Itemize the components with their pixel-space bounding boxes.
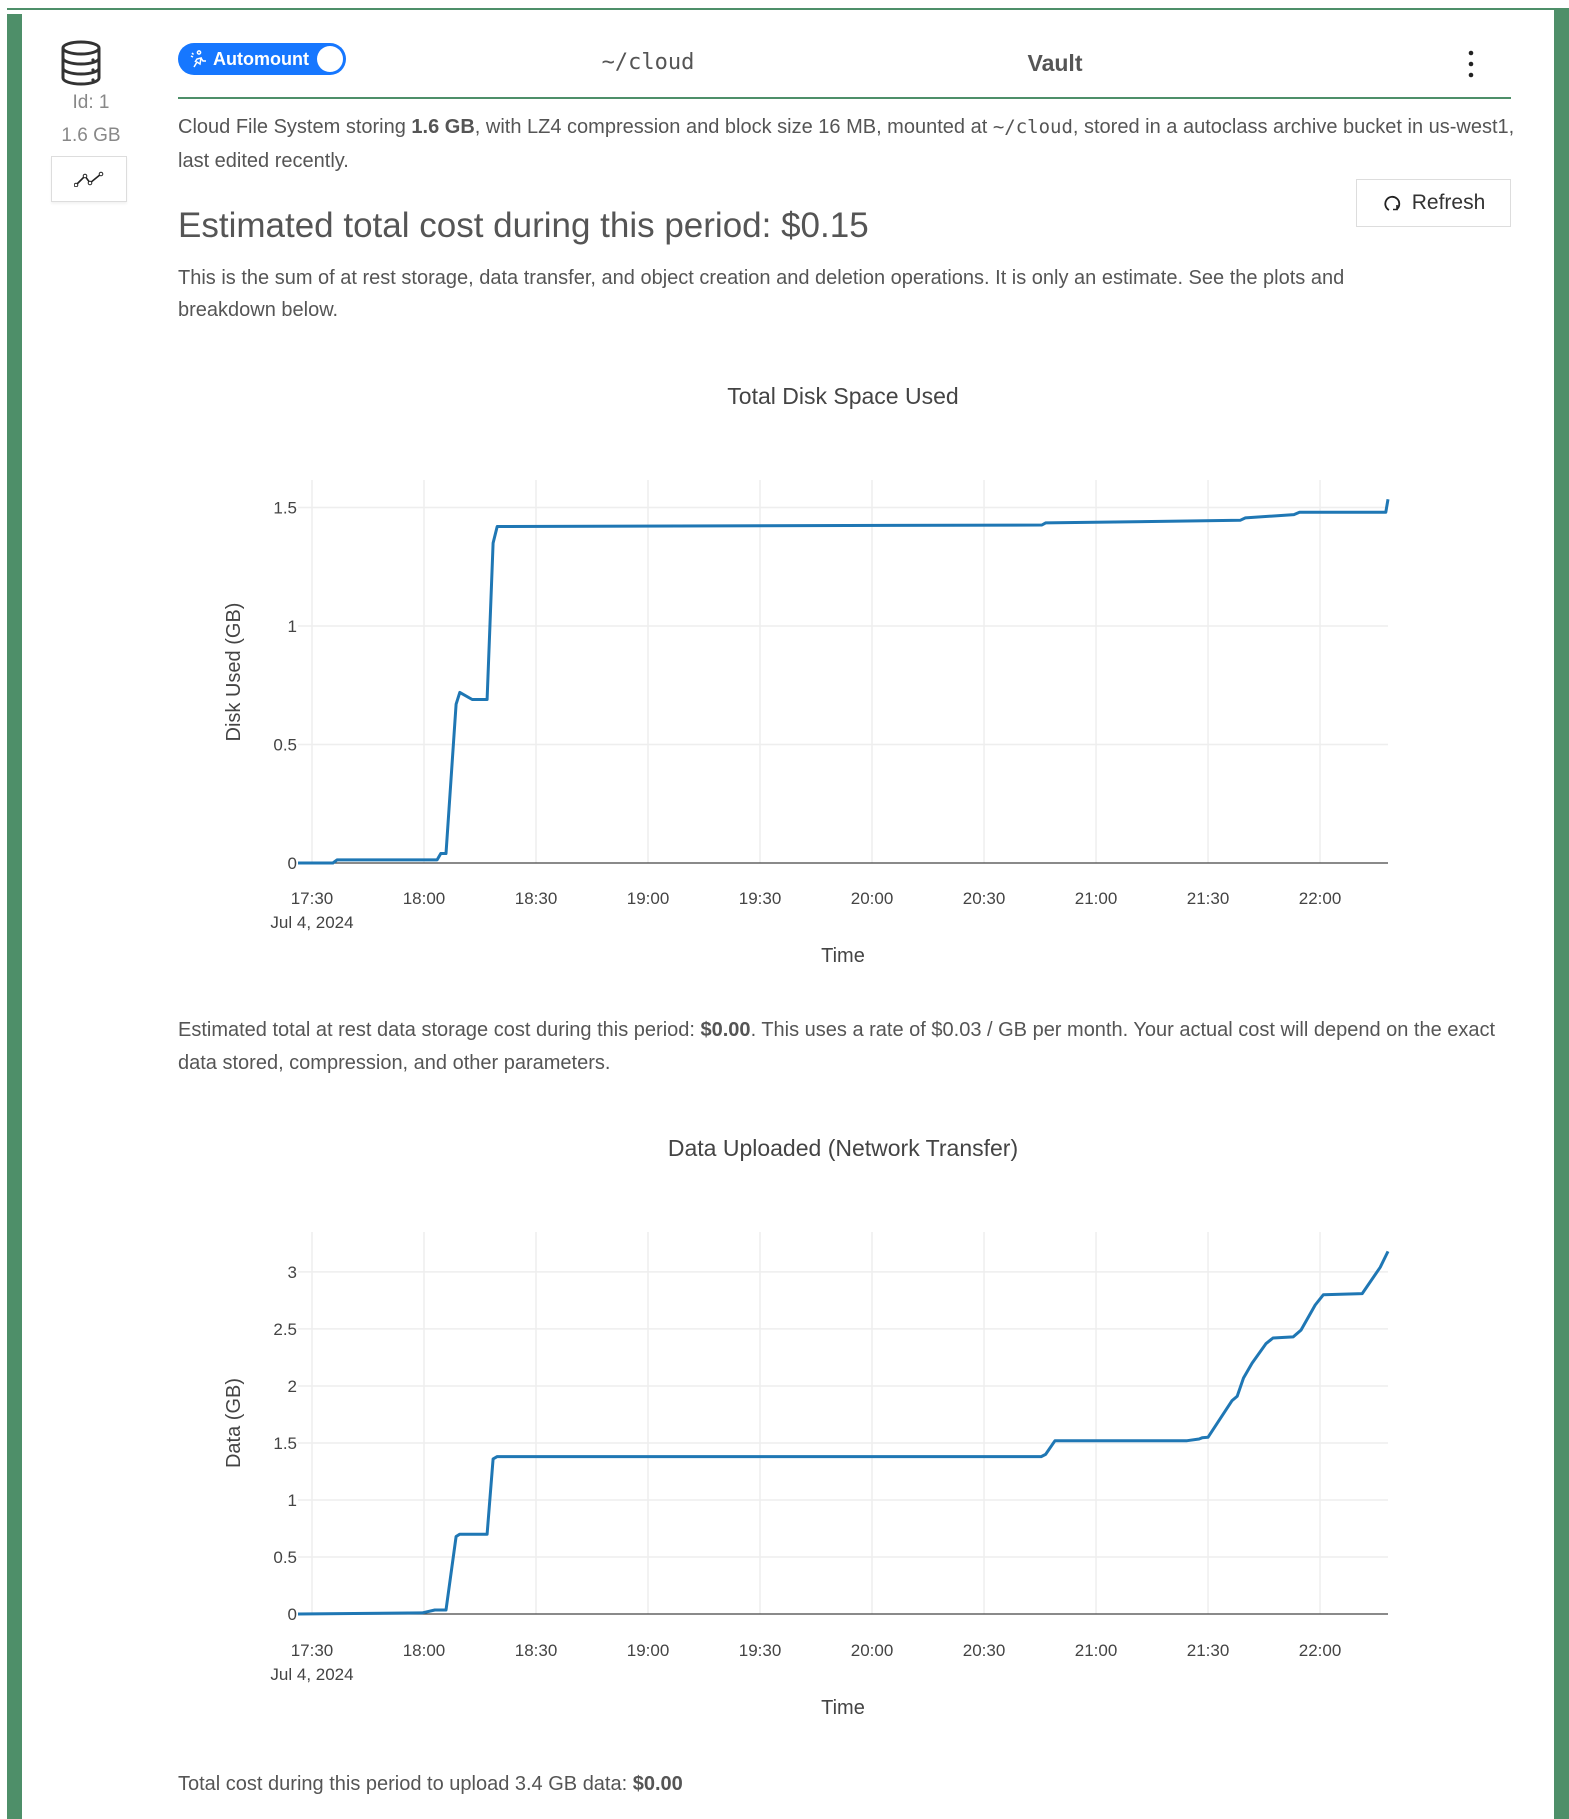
x-axis-title: Time [821, 1697, 865, 1719]
y-tick-label: 3 [288, 1263, 297, 1282]
card-left-accent [7, 14, 22, 1819]
y-tick-label: 1 [288, 1491, 297, 1510]
x-tick-label: 21:30 [1187, 889, 1230, 908]
y-tick-label: 0 [288, 854, 297, 873]
x-tick-label: 18:30 [515, 889, 558, 908]
x-tick-label: 22:00 [1299, 889, 1342, 908]
y-tick-label: 2.5 [273, 1320, 297, 1339]
data-uploaded-chart: Data Uploaded (Network Transfer) 17:30 18:… [223, 1135, 1390, 1719]
x-tick-label: 19:30 [739, 889, 782, 908]
disk-space-chart: Total Disk Space Used 17:30 18:00 18:30 19:0… [223, 383, 1390, 967]
total-cost-heading: Estimated total cost during this period:… [178, 206, 869, 245]
desc-path: ~/cloud [992, 116, 1073, 138]
line-chart-icon [74, 171, 104, 187]
x-tick-label: 19:00 [627, 889, 670, 908]
note-text: . This uses a rate of $0.03 / GB per mon… [178, 1019, 1496, 1074]
desc-text: , with LZ4 compression and block size 16… [474, 116, 993, 138]
x-tick-label: 20:00 [851, 889, 894, 908]
y-axis-title: Data (GB) [223, 1378, 245, 1468]
y-tick-label: 0.5 [273, 1548, 297, 1567]
refresh-button[interactable]: Refresh [1356, 179, 1511, 227]
x-tick-label: 17:30 [291, 1641, 334, 1660]
database-icon [61, 40, 101, 86]
y-tick-label: 0.5 [273, 735, 297, 754]
desc-text: , stored in a autoclass archive bucket i… [178, 116, 1515, 172]
x-tick-label: 19:00 [627, 1641, 670, 1660]
y-axis-title: Disk Used (GB) [223, 603, 245, 742]
series-line [297, 1250, 1390, 1616]
x-date-label: Jul 4, 2024 [270, 913, 353, 932]
x-tick-label: 21:30 [1187, 1641, 1230, 1660]
filesystem-name: Vault [1027, 50, 1083, 76]
x-tick-label: 21:00 [1075, 889, 1118, 908]
toggle-knob [317, 46, 343, 72]
y-tick-label: 0 [288, 1605, 297, 1624]
series-line [298, 498, 1390, 865]
desc-size: 1.6 GB [411, 116, 475, 138]
x-tick-label: 18:00 [403, 1641, 446, 1660]
chart-title: Data Uploaded (Network Transfer) [668, 1135, 1018, 1161]
card-right-accent [1554, 8, 1569, 1819]
show-chart-button[interactable] [51, 156, 127, 202]
chart-title: Total Disk Space Used [727, 383, 958, 409]
refresh-icon [1384, 195, 1400, 211]
upload-cost-note: Total cost during this period to upload … [178, 1767, 1518, 1801]
x-tick-label: 20:30 [963, 1641, 1006, 1660]
storage-cost-value: $0.00 [700, 1019, 751, 1041]
note-text: Estimated total at rest data storage cos… [178, 1019, 701, 1041]
x-date-label: Jul 4, 2024 [270, 1665, 353, 1684]
automount-label: Automount [213, 48, 309, 69]
header-divider [178, 97, 1511, 99]
x-tick-label: 19:30 [739, 1641, 782, 1660]
mount-path: ~/cloud [601, 50, 695, 75]
size-label: 1.6 GB [61, 125, 121, 146]
x-axis-title: Time [821, 945, 865, 967]
running-icon [190, 50, 206, 68]
x-tick-label: 20:00 [851, 1641, 894, 1660]
x-tick-label: 20:30 [963, 889, 1006, 908]
x-tick-label: 21:00 [1075, 1641, 1118, 1660]
automount-toggle[interactable]: Automount [178, 43, 346, 75]
x-tick-label: 22:00 [1299, 1641, 1342, 1660]
y-tick-label: 1.5 [273, 498, 297, 517]
x-tick-label: 18:00 [403, 889, 446, 908]
storage-cost-note: Estimated total at rest data storage cos… [178, 1014, 1518, 1080]
x-tick-label: 18:30 [515, 1641, 558, 1660]
y-tick-label: 1 [288, 617, 297, 636]
card-top-border [7, 8, 1569, 10]
kebab-menu-icon[interactable] [1456, 46, 1486, 82]
upload-cost-value: $0.00 [632, 1773, 683, 1795]
refresh-label: Refresh [1411, 191, 1486, 214]
id-label: Id: 1 [72, 92, 110, 113]
note-text: Total cost during this period to upload … [178, 1773, 633, 1795]
desc-text: Cloud File System storing [178, 116, 412, 138]
x-tick-label: 17:30 [291, 889, 334, 908]
y-tick-label: 2 [288, 1377, 297, 1396]
total-cost-note: This is the sum of at rest storage, data… [178, 267, 1345, 321]
filesystem-description: Cloud File System storing 1.6 GB, with L… [178, 110, 1518, 178]
y-tick-label: 1.5 [273, 1434, 297, 1453]
